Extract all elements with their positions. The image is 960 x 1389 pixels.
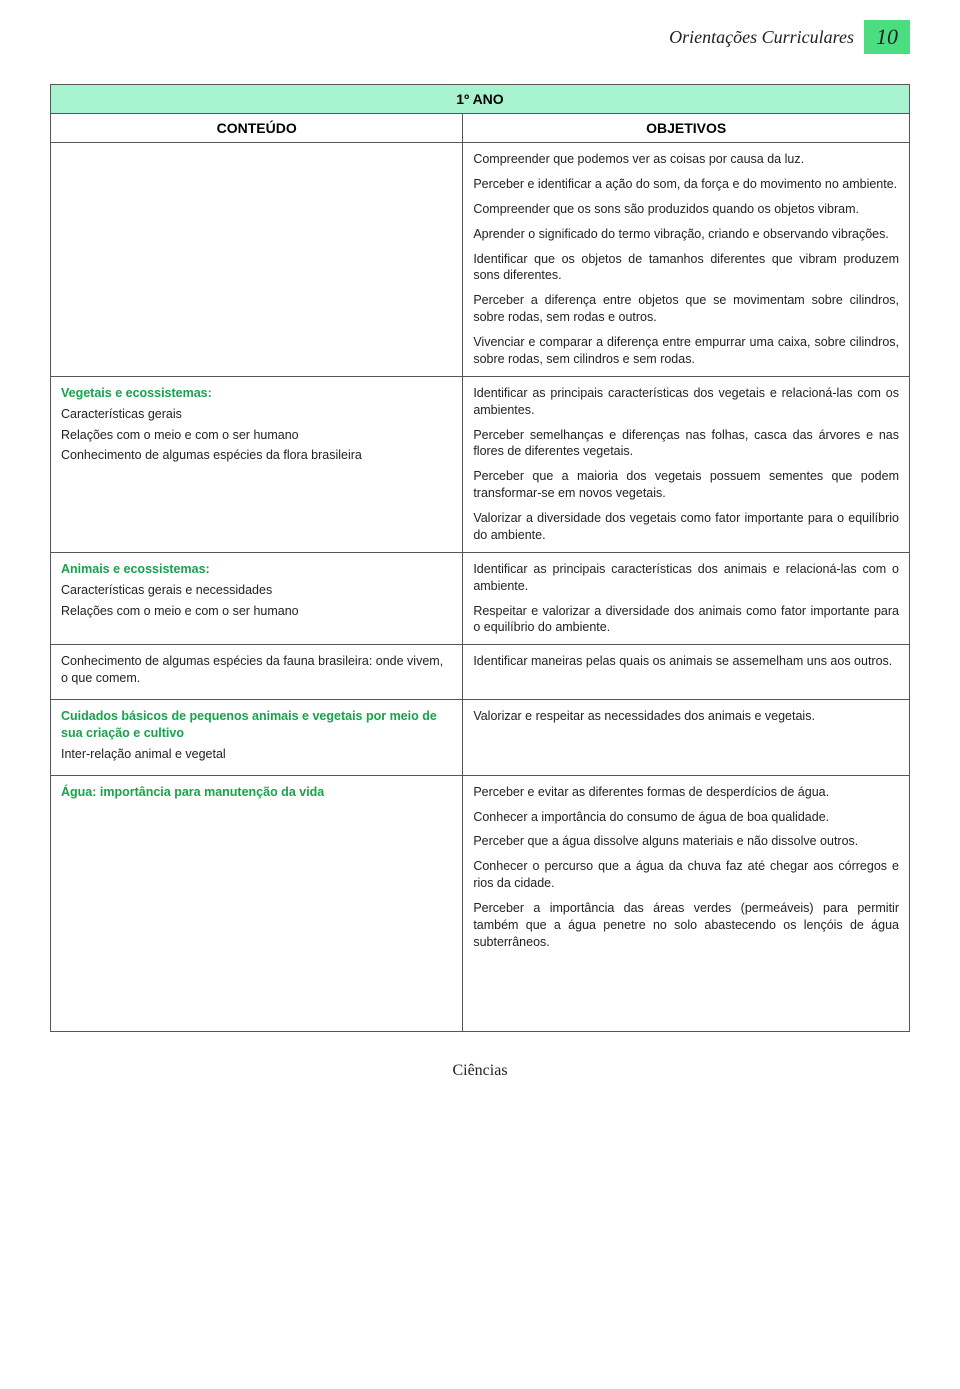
topic-heading: Cuidados básicos de pequenos animais e v… bbox=[61, 708, 452, 742]
objetivo-paragraph: Valorizar a diversidade dos vegetais com… bbox=[473, 510, 899, 544]
objetivo-paragraph: Conhecer a importância do consumo de águ… bbox=[473, 809, 899, 826]
objetivos-cell: Identificar as principais característica… bbox=[463, 552, 910, 645]
objetivos-cell: Perceber e evitar as diferentes formas d… bbox=[463, 775, 910, 1031]
conteudo-line: Relações com o meio e com o ser humano bbox=[61, 427, 452, 444]
objetivo-paragraph: Identificar maneiras pelas quais os anim… bbox=[473, 653, 899, 670]
conteudo-cell: Vegetais e ecossistemas: Características … bbox=[51, 376, 463, 552]
table-row: Animais e ecossistemas: Características g… bbox=[51, 552, 910, 645]
col-header-conteudo: CONTEÚDO bbox=[51, 114, 463, 143]
objetivo-paragraph: Perceber e identificar a ação do som, da… bbox=[473, 176, 899, 193]
objetivo-paragraph: Perceber a importância das áreas verdes … bbox=[473, 900, 899, 951]
objetivo-paragraph: Perceber que a água dissolve alguns mate… bbox=[473, 833, 899, 850]
subject-footer: Ciências bbox=[50, 1062, 910, 1080]
objetivo-paragraph: Vivenciar e comparar a diferença entre e… bbox=[473, 334, 899, 368]
conteudo-line: Relações com o meio e com o ser humano bbox=[61, 603, 452, 620]
conteudo-cell: Animais e ecossistemas: Características g… bbox=[51, 552, 463, 645]
objetivo-paragraph: Valorizar e respeitar as necessidades do… bbox=[473, 708, 899, 725]
page-header: Orientações Curriculares 10 bbox=[50, 20, 910, 54]
curriculum-table: 1º ANO CONTEÚDO OBJETIVOS Compreender qu… bbox=[50, 84, 910, 1032]
doc-title: Orientações Curriculares bbox=[669, 27, 854, 48]
objetivo-paragraph: Aprender o significado do termo vibração… bbox=[473, 226, 899, 243]
table-row: Vegetais e ecossistemas: Características … bbox=[51, 376, 910, 552]
col-header-objetivos: OBJETIVOS bbox=[463, 114, 910, 143]
topic-heading: Água: importância para manutenção da vid… bbox=[61, 784, 452, 801]
objetivo-paragraph: Perceber e evitar as diferentes formas d… bbox=[473, 784, 899, 801]
objetivo-paragraph: Identificar as principais característica… bbox=[473, 385, 899, 419]
conteudo-cell bbox=[51, 143, 463, 377]
objetivo-paragraph: Compreender que os sons são produzidos q… bbox=[473, 201, 899, 218]
objetivo-paragraph: Perceber a diferença entre objetos que s… bbox=[473, 292, 899, 326]
objetivos-cell: Identificar maneiras pelas quais os anim… bbox=[463, 645, 910, 700]
objetivos-cell: Compreender que podemos ver as coisas po… bbox=[463, 143, 910, 377]
conteudo-cell: Água: importância para manutenção da vid… bbox=[51, 775, 463, 1031]
objetivo-paragraph: Perceber que a maioria dos vegetais poss… bbox=[473, 468, 899, 502]
table-row: Água: importância para manutenção da vid… bbox=[51, 775, 910, 1031]
year-header: 1º ANO bbox=[51, 85, 910, 114]
conteudo-line: Características gerais e necessidades bbox=[61, 582, 452, 599]
objetivo-paragraph: Identificar as principais característica… bbox=[473, 561, 899, 595]
topic-heading: Animais e ecossistemas: bbox=[61, 561, 452, 578]
conteudo-line: Características gerais bbox=[61, 406, 452, 423]
objetivos-cell: Identificar as principais característica… bbox=[463, 376, 910, 552]
objetivo-paragraph: Compreender que podemos ver as coisas po… bbox=[473, 151, 899, 168]
table-row: Cuidados básicos de pequenos animais e v… bbox=[51, 700, 910, 776]
objetivos-cell: Valorizar e respeitar as necessidades do… bbox=[463, 700, 910, 776]
conteudo-cell: Conhecimento de algumas espécies da faun… bbox=[51, 645, 463, 700]
page-number-badge: 10 bbox=[864, 20, 910, 54]
objetivo-paragraph: Respeitar e valorizar a diversidade dos … bbox=[473, 603, 899, 637]
conteudo-cell: Cuidados básicos de pequenos animais e v… bbox=[51, 700, 463, 776]
table-row: Conhecimento de algumas espécies da faun… bbox=[51, 645, 910, 700]
topic-heading: Vegetais e ecossistemas: bbox=[61, 385, 452, 402]
table-row: Compreender que podemos ver as coisas po… bbox=[51, 143, 910, 377]
objetivo-paragraph: Conhecer o percurso que a água da chuva … bbox=[473, 858, 899, 892]
objetivo-paragraph: Perceber semelhanças e diferenças nas fo… bbox=[473, 427, 899, 461]
conteudo-line: Conhecimento de algumas espécies da faun… bbox=[61, 653, 452, 687]
objetivo-paragraph: Identificar que os objetos de tamanhos d… bbox=[473, 251, 899, 285]
conteudo-line: Inter-relação animal e vegetal bbox=[61, 746, 452, 763]
conteudo-line: Conhecimento de algumas espécies da flor… bbox=[61, 447, 452, 464]
